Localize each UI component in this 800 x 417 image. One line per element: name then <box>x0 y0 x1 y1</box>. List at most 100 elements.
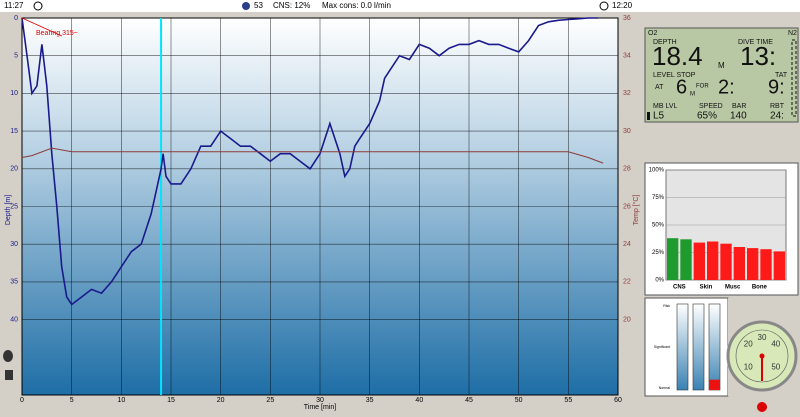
dial-ring <box>735 329 789 383</box>
x-tick-label: 20 <box>217 397 225 404</box>
y-tick-label: 35 <box>10 279 18 286</box>
y-tick-label: 40 <box>10 316 18 323</box>
clock-icon <box>599 1 609 11</box>
y-tick-label: 20 <box>10 166 18 173</box>
gauge-fill <box>709 379 720 390</box>
y-tick-label: 30 <box>10 241 18 248</box>
cns: CNS: 12% <box>273 1 310 10</box>
speed-label: SPEED <box>699 103 723 110</box>
dive-time-label: DIVE TIME <box>738 39 773 46</box>
y2-tick-label: 32 <box>623 90 631 97</box>
moon-icon <box>242 2 250 10</box>
dial-label: 10 <box>744 363 753 372</box>
depth-label: DEPTH <box>653 39 677 46</box>
alarm-icon <box>757 402 767 412</box>
annotation-line <box>21 17 63 37</box>
x-tick-label: 50 <box>515 397 523 404</box>
x-tick-label: 25 <box>266 397 274 404</box>
computer: O2 N2 DEPTH 18.4 M DIVE TIME 13: LEVEL S… <box>647 30 797 122</box>
dial-labels: 10 20 30 40 50 <box>744 333 781 372</box>
y2-tick-label: 24 <box>623 241 631 248</box>
bar <box>707 241 719 280</box>
x-tick-label: Musc <box>725 285 741 291</box>
dial-hub <box>759 353 765 359</box>
y2-tick-label: 34 <box>623 53 631 60</box>
x-tick-label: 0 <box>20 397 24 404</box>
gauge-level: Significant <box>654 345 670 349</box>
y-tick-label: 50% <box>652 223 665 229</box>
clock-icon <box>33 1 43 11</box>
dial-label: 50 <box>771 363 780 372</box>
level-stop: LEVEL STOP <box>653 72 696 79</box>
bar <box>747 248 759 280</box>
gauge-level: Risk <box>663 304 670 308</box>
tat: 9: <box>768 76 785 98</box>
mb-label: MB LVL <box>653 103 677 110</box>
x-tick-label: 15 <box>167 397 175 404</box>
y2-tick-label: 30 <box>623 128 631 135</box>
rbt-label: RBT <box>770 103 785 110</box>
x-tick-label: 60 <box>614 397 622 404</box>
stop-time: 2: <box>718 76 735 98</box>
series-line <box>21 147 604 164</box>
x-tick-label: 40 <box>415 397 423 404</box>
speed: 65% <box>697 111 717 122</box>
bar <box>667 238 679 280</box>
bar <box>773 251 785 280</box>
start-time: 11:27 <box>4 1 24 10</box>
x-tick-label: CNS <box>673 285 686 291</box>
dial-label: 30 <box>758 333 767 342</box>
bar <box>693 242 705 280</box>
gauges: Risk Significant Normal <box>654 303 721 391</box>
indicator <box>647 112 650 120</box>
y-tick-label: 75% <box>652 195 665 201</box>
x-tick-label: 45 <box>465 397 473 404</box>
bar <box>733 247 745 280</box>
y2-tick-label: 36 <box>623 15 631 22</box>
bar <box>720 243 732 280</box>
y-tick-label: 10 <box>10 90 18 97</box>
o2: O2 <box>648 30 657 37</box>
y2-tick-label: 20 <box>623 316 631 323</box>
at: AT <box>655 84 664 91</box>
indicator <box>791 39 797 117</box>
y-tick-label: 0% <box>655 278 664 284</box>
end-time: 12:20 <box>612 1 633 10</box>
computer-screen <box>644 27 799 123</box>
mb: L5 <box>653 111 665 122</box>
y2-tick-label: 26 <box>623 203 631 210</box>
annotation: Bearing 315~ <box>36 30 78 37</box>
y-tick-label: 25% <box>652 250 665 256</box>
lung-icon <box>3 350 13 380</box>
x-tick-label: 55 <box>564 397 572 404</box>
header-bar <box>0 0 800 12</box>
moon-value: 53 <box>254 1 263 10</box>
profile: 0 5 10 15 20 25 30 35 40 45 50 55 60 0 5 10 15 20 25 30 35 40… <box>10 15 631 404</box>
x-tick-label: 35 <box>366 397 374 404</box>
y-tick-label: 0 <box>14 15 18 22</box>
series-line <box>21 17 599 306</box>
x-tick-label: 30 <box>316 397 324 404</box>
tat-label: TAT <box>775 72 788 79</box>
stop-depth: 6 <box>676 76 687 98</box>
gauge-tube <box>692 303 705 391</box>
y-tick-label: 15 <box>10 128 18 135</box>
y2-tick-label: 22 <box>623 279 631 286</box>
x-tick-label: 5 <box>70 397 74 404</box>
depth-unit: M <box>718 61 725 70</box>
stop-unit: M <box>690 92 695 98</box>
y-tick-label: 100% <box>649 168 665 174</box>
depth: 18.4 <box>652 41 703 71</box>
x-tick-label: Skin <box>700 285 713 291</box>
x-tick-label: Bone <box>752 285 768 291</box>
bar <box>760 249 772 280</box>
bar <box>680 239 692 280</box>
y2-axis-label: Temp [°C] <box>632 195 640 226</box>
dial-label: 20 <box>744 340 753 349</box>
x-tick-label: 10 <box>117 397 125 404</box>
y-tick-label: 5 <box>14 53 18 60</box>
gauge-level: Normal <box>659 386 671 390</box>
y-axis-label: Depth [m] <box>5 195 12 225</box>
